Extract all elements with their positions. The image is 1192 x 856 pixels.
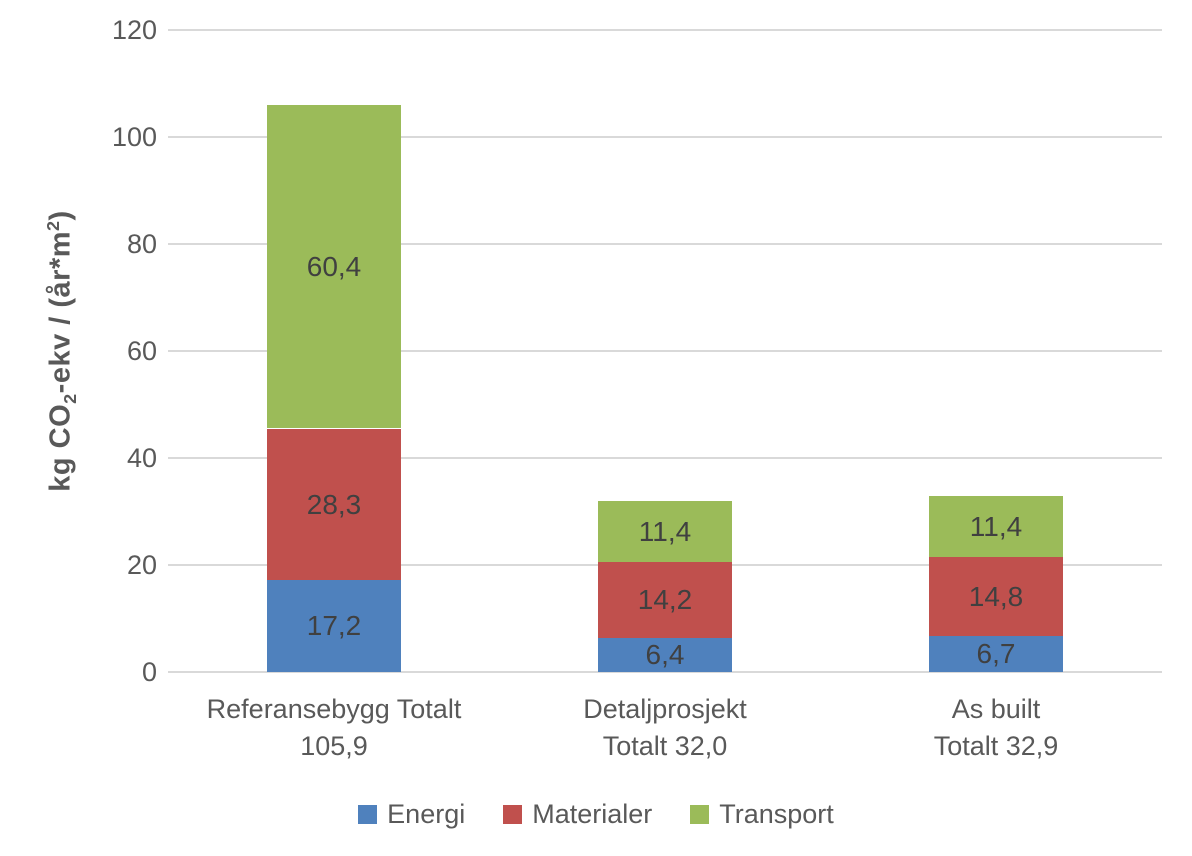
x-category-label-line: 105,9 (300, 731, 368, 761)
legend-label-materialer: Materialer (532, 799, 653, 829)
bar-as-built-segment-transport: 11,4 (929, 496, 1063, 557)
y-tick-label-20: 20 (126, 550, 157, 580)
y-tick-label-120: 120 (111, 15, 157, 45)
bar-referansebygg-totalt-segment-materialer: 28,3 (267, 429, 401, 580)
bar-detaljprosjekt-segment-materialer: 14,2 (598, 562, 732, 638)
legend-item-energi: Energi (358, 799, 465, 830)
data-label-energi-as-built: 6,7 (976, 638, 1016, 669)
y-gridline-60 (168, 350, 1162, 352)
bar-as-built-segment-materialer: 14,8 (929, 557, 1063, 636)
y-gridline-40 (168, 457, 1162, 459)
data-label-materialer-as-built: 14,8 (968, 580, 1024, 612)
y-tick-label-60: 60 (126, 336, 157, 366)
y-gridline-80 (168, 243, 1162, 245)
y-axis-title-subscript: 2 (60, 393, 81, 404)
legend-swatch-materialer (503, 805, 523, 824)
bar-referansebygg-totalt-segment-energi: 17,2 (267, 580, 401, 672)
legend-item-materialer: Materialer (503, 799, 652, 830)
data-label-materialer-detaljprosjekt: 14,2 (637, 584, 693, 615)
x-category-label-line: As built (951, 694, 1041, 724)
data-label-transport-detaljprosjekt: 11,4 (638, 515, 692, 547)
data-label-energi-detaljprosjekt: 6,4 (645, 639, 685, 670)
legend-label-energi: Energi (387, 799, 466, 829)
y-tick-label-100: 100 (111, 122, 157, 152)
legend-item-transport: Transport (690, 799, 834, 830)
x-category-label-as-built: As built Totalt 32,9 (816, 691, 1176, 765)
bar-as-built-segment-energi: 6,7 (929, 636, 1063, 672)
legend: Energi Materialer Transport (0, 799, 1192, 830)
x-category-label-line: Totalt 32,0 (602, 731, 728, 761)
bar-detaljprosjekt-segment-transport: 11,4 (598, 501, 732, 562)
y-gridline-120 (168, 29, 1162, 31)
y-tick-label-0: 0 (141, 657, 157, 687)
legend-swatch-energi (358, 805, 378, 824)
x-category-label-line: Detaljprosjekt (583, 694, 747, 724)
y-gridline-100 (168, 136, 1162, 138)
data-label-materialer-referansebygg-totalt: 28,3 (306, 488, 362, 520)
legend-swatch-transport (690, 805, 710, 824)
data-label-energi-referansebygg-totalt: 17,2 (306, 610, 362, 641)
x-category-label-detaljprosjekt: Detaljprosjekt Totalt 32,0 (485, 691, 845, 765)
bar-referansebygg-totalt-segment-transport: 60,4 (267, 105, 401, 428)
x-category-label-line: Totalt 32,9 (933, 731, 1059, 761)
data-label-transport-referansebygg-totalt: 60,4 (306, 250, 362, 282)
y-gridline-0 (168, 671, 1162, 673)
bar-detaljprosjekt-segment-energi: 6,4 (598, 638, 732, 672)
x-category-label-line: Referansebygg Totalt (206, 694, 462, 724)
x-category-label-referansebygg-totalt: Referansebygg Totalt 105,9 (154, 691, 514, 765)
legend-label-transport: Transport (719, 799, 834, 829)
y-tick-label-80: 80 (126, 229, 157, 259)
y-tick-label-40: 40 (126, 443, 157, 473)
data-label-transport-as-built: 11,4 (969, 510, 1023, 542)
y-axis-title-part3: ) (44, 210, 77, 221)
